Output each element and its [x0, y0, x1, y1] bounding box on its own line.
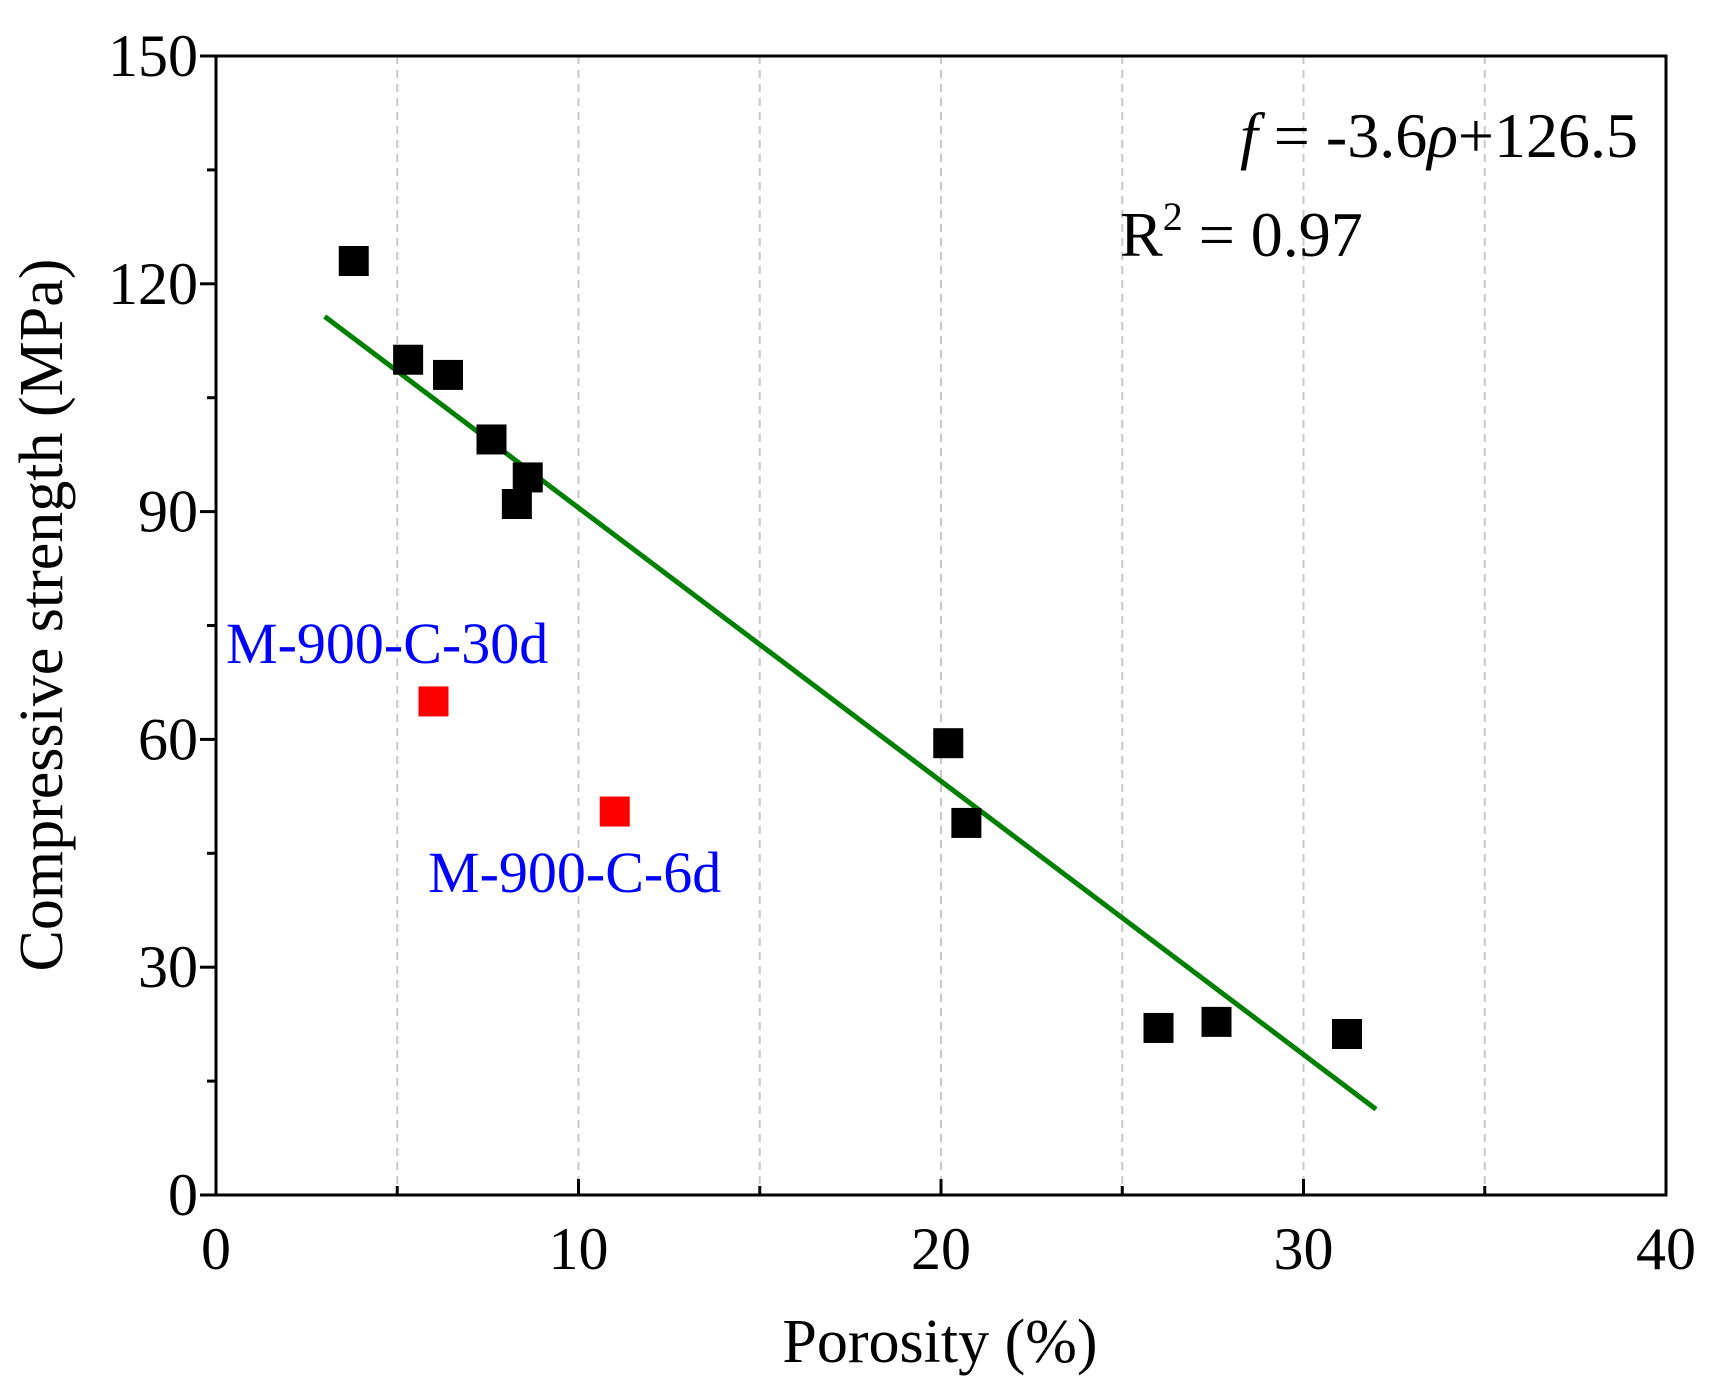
y-tick-label: 120 — [108, 251, 198, 317]
y-tick-label: 30 — [138, 934, 198, 1000]
data-point — [393, 344, 424, 375]
x-axis-label: Porosity (%) — [782, 1308, 1097, 1376]
data-point — [512, 462, 543, 493]
equation-intercept: +126.5 — [1458, 100, 1638, 171]
r-squared-value: = 0.97 — [1183, 199, 1363, 270]
fit-equation: f = -3.6ρ+126.5 — [1240, 100, 1638, 171]
equation-slope: = -3.6 — [1258, 100, 1427, 171]
y-tick-label: 60 — [138, 706, 198, 772]
annotation-m-900-c-6d: M-900-C-6d — [428, 840, 721, 905]
x-tick-label: 0 — [201, 1216, 231, 1282]
r-squared: R2 = 0.97 — [1120, 194, 1363, 270]
data-points — [338, 246, 1362, 1050]
outlier-point — [599, 796, 630, 827]
data-point — [501, 489, 532, 520]
outlier-point — [418, 686, 449, 717]
axis-ticks — [200, 54, 1668, 1197]
x-tick-label: 40 — [1636, 1216, 1696, 1282]
data-point — [933, 728, 964, 759]
data-point — [338, 246, 369, 277]
r-squared-symbol: R — [1120, 199, 1163, 270]
r-squared-exponent: 2 — [1163, 194, 1183, 239]
y-axis-label: Compressive strength (MPa) — [8, 259, 76, 972]
data-point — [1201, 1006, 1232, 1037]
x-tick-label: 10 — [549, 1216, 609, 1282]
x-tick-label: 20 — [911, 1216, 971, 1282]
data-point — [476, 424, 507, 455]
y-tick-label: 0 — [168, 1162, 198, 1228]
equation-rho: ρ — [1425, 100, 1458, 171]
data-point — [1332, 1019, 1362, 1050]
grid-lines — [396, 56, 1486, 1195]
data-point — [433, 359, 463, 390]
y-tick-label: 90 — [138, 479, 198, 545]
annotation-m-900-c-30d: M-900-C-30d — [226, 611, 548, 676]
y-tick-label: 150 — [108, 23, 198, 89]
tick-labels: 0 10 20 30 40 0 30 60 90 120 150 — [108, 23, 1696, 1282]
x-tick-label: 30 — [1274, 1216, 1334, 1282]
data-point — [951, 807, 982, 838]
data-point — [1143, 1012, 1174, 1043]
